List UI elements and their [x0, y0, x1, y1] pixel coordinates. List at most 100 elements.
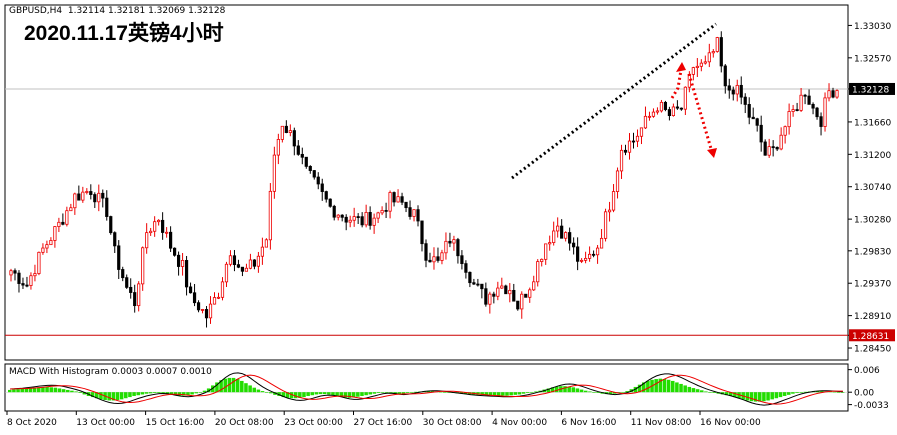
price-tick-label: 1.30280	[854, 216, 891, 226]
candle	[536, 259, 540, 287]
candle	[576, 237, 580, 271]
candle	[424, 239, 428, 268]
candle	[113, 231, 117, 254]
candle	[69, 203, 73, 212]
candle	[759, 115, 763, 152]
time-tick-label: 11 Nov 08:00	[631, 418, 692, 428]
candle	[412, 209, 416, 222]
candle-body	[228, 255, 233, 265]
candle-body	[204, 309, 209, 319]
macd-histogram-bar	[583, 390, 588, 393]
macd-histogram-bar	[281, 392, 286, 398]
candle-body	[69, 207, 73, 212]
macd-histogram-bar	[592, 392, 596, 393]
candle-body	[316, 176, 320, 185]
candle	[560, 219, 564, 239]
candle	[45, 240, 49, 254]
candle-body	[208, 303, 213, 319]
candle	[743, 93, 747, 114]
macd-tick-label: 0.00	[854, 389, 874, 399]
candle-body	[835, 90, 839, 98]
candle-body	[468, 271, 472, 284]
candle-body	[212, 297, 217, 305]
candle	[360, 212, 364, 228]
candle-body	[13, 270, 17, 274]
candle	[296, 140, 300, 156]
candle	[492, 291, 496, 304]
candle-body	[811, 103, 815, 109]
candle-body	[424, 243, 428, 261]
candle-body	[747, 104, 751, 118]
macd-histogram-bar	[140, 392, 145, 395]
candle	[755, 117, 759, 132]
macd-histogram-bar	[119, 392, 124, 400]
candle	[29, 272, 33, 290]
candle-body	[412, 209, 416, 217]
candle-body	[759, 124, 763, 143]
time-tick-label: 8 Oct 2020	[7, 418, 57, 428]
time-tick-label: 16 Nov 00:00	[700, 418, 761, 428]
time-tick-label: 6 Nov 16:00	[561, 418, 616, 428]
candle-body	[548, 242, 552, 245]
candle	[101, 189, 105, 208]
candle-body	[540, 258, 544, 262]
candle-body	[556, 225, 560, 232]
candle	[647, 111, 652, 121]
candle	[639, 127, 644, 145]
macd-histogram-bar	[662, 379, 667, 393]
macd-histogram-bar	[306, 392, 310, 396]
candle	[552, 221, 556, 246]
candle	[220, 277, 225, 301]
candle	[376, 211, 380, 224]
candle	[496, 281, 500, 301]
candle-body	[671, 106, 675, 117]
candle	[679, 107, 683, 111]
candle-body	[21, 283, 25, 286]
main-chart-frame	[4, 4, 849, 361]
candle	[97, 184, 101, 212]
candle	[165, 227, 169, 238]
candle-body	[356, 216, 360, 218]
candle-body	[591, 253, 596, 256]
candle	[815, 106, 819, 120]
candle	[823, 92, 827, 132]
candle-body	[272, 154, 276, 192]
candle-body	[815, 107, 819, 118]
candle-body	[659, 101, 664, 112]
candle	[508, 283, 512, 303]
candle-body	[268, 190, 272, 241]
candle-body	[516, 300, 520, 310]
macd-histogram-bar	[49, 387, 53, 393]
macd-histogram-bar	[37, 387, 41, 393]
candle	[568, 227, 572, 251]
candle-body	[699, 62, 703, 67]
macd-histogram-bar	[608, 392, 613, 395]
candle	[37, 251, 41, 276]
price-tick-label: 1.29370	[854, 280, 891, 290]
candle-body	[368, 212, 372, 226]
macd-histogram-bar	[99, 392, 103, 400]
candle-body	[117, 245, 121, 270]
candle-body	[65, 210, 69, 225]
candle-body	[771, 146, 775, 149]
macd-histogram-bar	[397, 392, 402, 395]
candle	[591, 250, 596, 258]
candle	[153, 216, 157, 237]
macd-histogram-bar	[691, 388, 696, 393]
macd-histogram-bar	[654, 379, 658, 393]
candle-body	[639, 127, 644, 137]
macd-histogram-bar	[132, 392, 136, 396]
candle	[312, 169, 316, 180]
candle	[548, 235, 552, 251]
macd-histogram-bar	[347, 392, 352, 398]
candle	[683, 86, 687, 115]
candle	[53, 225, 57, 248]
candle-body	[29, 275, 33, 286]
candle-body	[603, 211, 608, 239]
macd-histogram-bar	[459, 392, 464, 394]
candle	[715, 36, 719, 53]
macd-histogram-bar	[484, 392, 489, 396]
candle-body	[384, 210, 388, 212]
macd-signal-line	[10, 374, 843, 405]
candle	[316, 172, 320, 190]
